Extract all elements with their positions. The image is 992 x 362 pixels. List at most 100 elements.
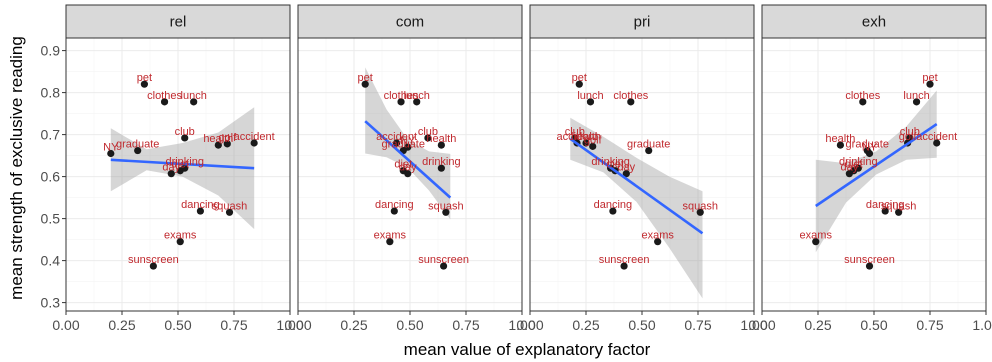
facet-panel-pri: pri pet lunch clothes clubaccidenthealthgolf… bbox=[516, 4, 768, 333]
point-label: diet bbox=[845, 159, 863, 171]
x-tick-label: 1.00 bbox=[740, 317, 767, 333]
facet-strip-label: com bbox=[396, 14, 424, 31]
facet-strip bbox=[529, 4, 755, 39]
data-point bbox=[397, 98, 405, 106]
x-tick-label: 0.75 bbox=[684, 317, 711, 333]
x-tick-label: 0.00 bbox=[284, 317, 311, 333]
point-label: drinking bbox=[591, 156, 630, 168]
point-label: pet bbox=[572, 72, 587, 84]
point-label: club bbox=[175, 126, 195, 138]
data-point bbox=[627, 98, 635, 106]
data-point bbox=[361, 80, 369, 88]
point-label: sunscreen bbox=[599, 254, 650, 266]
point-label: exams bbox=[641, 230, 674, 242]
y-axis: 0.3 0.4 0.5 0.6 0.7 0.8 0.9 bbox=[41, 43, 66, 311]
point-label: sunscreen bbox=[418, 254, 469, 266]
y-tick-label: 0.3 bbox=[41, 295, 61, 311]
data-point bbox=[654, 238, 662, 246]
point-label: day bbox=[399, 162, 417, 174]
point-label: clothes bbox=[384, 90, 419, 102]
point-label: day bbox=[840, 162, 858, 174]
data-point bbox=[196, 207, 204, 215]
point-label: accident bbox=[376, 131, 417, 143]
regression-line bbox=[110, 158, 255, 170]
regression-line bbox=[364, 120, 452, 199]
point-label: lunch bbox=[577, 90, 603, 102]
point-label: drinking bbox=[165, 156, 204, 168]
point-label: exams bbox=[374, 230, 407, 242]
facet-strip bbox=[761, 4, 987, 39]
data-point bbox=[424, 134, 432, 142]
x-tick-label: 0.25 bbox=[572, 317, 599, 333]
point-label: exams bbox=[800, 230, 833, 242]
data-point bbox=[134, 146, 142, 155]
data-point bbox=[696, 208, 704, 216]
point-label: graduate bbox=[116, 139, 159, 151]
point-label: squash bbox=[428, 200, 463, 212]
y-tick-label: 0.4 bbox=[41, 253, 61, 269]
point-label: graduate bbox=[382, 139, 425, 151]
x-tick-label: 0.25 bbox=[340, 317, 367, 333]
point-label: clothes bbox=[845, 90, 880, 102]
x-tick-label: 0.75 bbox=[452, 317, 479, 333]
y-axis-title: mean strength of exclusive reading bbox=[7, 36, 26, 300]
confidence-ribbon bbox=[815, 90, 937, 253]
data-point bbox=[812, 238, 820, 246]
point-label: lunch bbox=[903, 90, 929, 102]
point-label: sunscreen bbox=[844, 254, 895, 266]
point-label: health bbox=[203, 133, 233, 145]
point-label: dancing bbox=[375, 199, 414, 211]
data-point bbox=[912, 98, 921, 106]
x-tick-label: 0.25 bbox=[804, 317, 831, 333]
y-tick-label: 0.8 bbox=[41, 85, 61, 101]
data-point bbox=[440, 262, 448, 270]
data-point bbox=[225, 208, 234, 216]
y-tick-label: 0.7 bbox=[41, 127, 61, 143]
point-label: club bbox=[565, 126, 585, 138]
x-tick-label: 0.50 bbox=[396, 317, 423, 333]
data-point bbox=[926, 80, 934, 88]
regression-line bbox=[569, 137, 704, 235]
data-point bbox=[442, 208, 450, 216]
data-point bbox=[160, 98, 169, 106]
point-label: graduate bbox=[627, 139, 670, 151]
point-label: squash bbox=[881, 200, 916, 212]
point-label: lunch bbox=[404, 90, 430, 102]
x-tick-label: 1.00 bbox=[508, 317, 535, 333]
facet-strip bbox=[65, 4, 291, 39]
data-point bbox=[176, 167, 184, 175]
data-point bbox=[620, 262, 628, 270]
point-label: dancing bbox=[181, 199, 220, 211]
x-tick-label: 1.00 bbox=[972, 317, 992, 333]
panels-layer: relNYgraduatepetclotheslunchclubhealthgo… bbox=[52, 4, 992, 333]
data-point bbox=[575, 80, 583, 88]
point-label: diet bbox=[606, 159, 624, 171]
data-point bbox=[107, 149, 115, 158]
data-point bbox=[214, 141, 222, 149]
data-point bbox=[149, 262, 157, 270]
point-label: squash bbox=[682, 200, 717, 212]
data-point bbox=[582, 139, 590, 147]
point-label: drinking bbox=[422, 156, 461, 168]
x-tick-label: 0.00 bbox=[748, 317, 775, 333]
data-point bbox=[413, 98, 421, 106]
point-label: dancing bbox=[594, 199, 633, 211]
point-label: sunscreen bbox=[128, 254, 179, 266]
point-label: club bbox=[418, 126, 438, 138]
facet-strip-label: pri bbox=[634, 14, 651, 31]
facet-strip-label: exh bbox=[862, 14, 886, 31]
point-label: pet bbox=[922, 72, 937, 84]
point-label: golf bbox=[899, 131, 918, 143]
point-label: exams bbox=[164, 230, 197, 242]
data-point bbox=[865, 149, 874, 158]
data-point bbox=[176, 238, 184, 246]
data-point bbox=[589, 142, 597, 150]
point-label: clothes bbox=[613, 90, 648, 102]
point-label: accident bbox=[557, 131, 598, 143]
point-label: clothes bbox=[147, 90, 182, 102]
data-point bbox=[895, 208, 903, 216]
point-label: NY bbox=[862, 142, 878, 154]
data-point bbox=[881, 207, 889, 215]
